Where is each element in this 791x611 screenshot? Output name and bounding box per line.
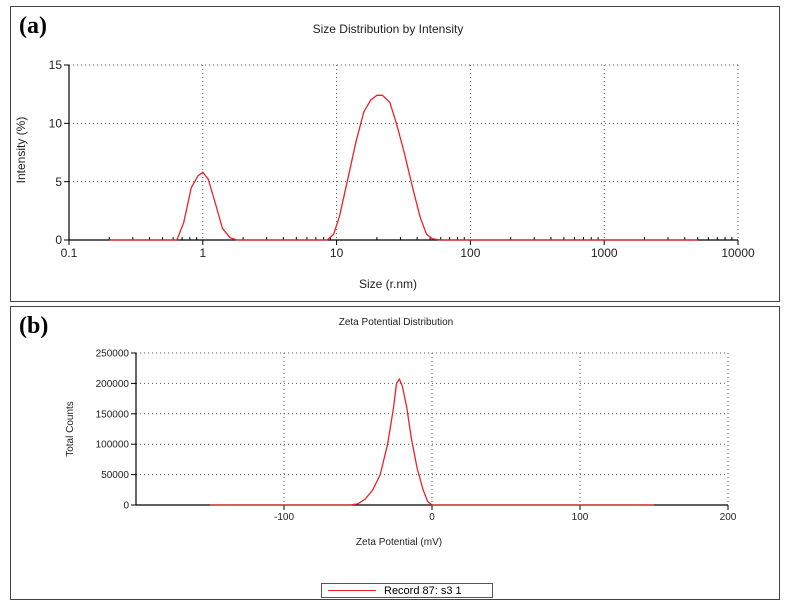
x-tick-label: 200 <box>720 512 737 523</box>
x-tick-label: 1000 <box>591 246 618 260</box>
chart-panel-b: (b) Zeta Potential Distribution Zeta Pot… <box>10 306 780 600</box>
panel-label-b: (b) <box>19 313 49 339</box>
legend-entry: Record 87: s3 1 <box>384 584 462 597</box>
chart-panel-a: (a) Size Distribution by Intensity Size … <box>10 6 780 302</box>
x-tick-label: 1 <box>199 246 206 260</box>
x-tick-label: 100 <box>460 246 480 260</box>
legend: Record 87: s3 1 <box>321 583 493 598</box>
chart-title: Zeta Potential Distribution <box>339 317 454 328</box>
series-line <box>210 377 654 506</box>
legend-line-swatch <box>328 590 376 591</box>
y-tick-label: 15 <box>49 58 63 72</box>
y-tick-label: 250000 <box>96 349 130 360</box>
y-tick-label: 0 <box>123 501 129 512</box>
x-tick-label: 0 <box>429 512 435 523</box>
y-tick-label: 200000 <box>96 379 130 390</box>
y-tick-label: 10 <box>49 117 63 131</box>
x-axis-label: Zeta Potential (mV) <box>356 537 442 548</box>
y-tick-label: 0 <box>55 233 62 247</box>
x-tick-label: -100 <box>274 512 294 523</box>
y-axis-label: Total Counts <box>65 401 76 457</box>
chart-title: Size Distribution by Intensity <box>313 22 464 36</box>
x-tick-label: 0.1 <box>61 246 78 260</box>
x-tick-label: 10 <box>330 246 344 260</box>
y-tick-label: 5 <box>55 175 62 189</box>
x-tick-label: 100 <box>572 512 589 523</box>
x-tick-label: 10000 <box>721 246 755 260</box>
zeta-potential-chart: Zeta Potential Distribution Zeta Potenti… <box>65 317 737 548</box>
panel-label-a: (a) <box>19 13 47 39</box>
y-tick-label: 50000 <box>101 470 129 481</box>
y-tick-label: 150000 <box>96 409 130 420</box>
series-line <box>109 94 698 241</box>
x-axis-label: Size (r.nm) <box>359 277 417 291</box>
y-axis-label: Intensity (%) <box>14 117 28 184</box>
size-distribution-chart: Size Distribution by Intensity Size (r.n… <box>14 22 755 291</box>
y-tick-label: 100000 <box>96 440 130 451</box>
